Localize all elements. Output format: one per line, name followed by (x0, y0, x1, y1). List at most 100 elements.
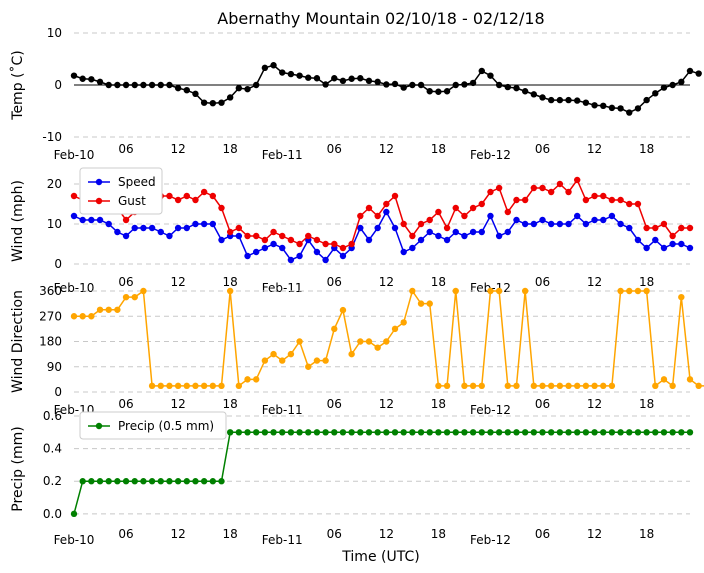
wind-data-point (417, 236, 425, 244)
direction-data-point (695, 382, 702, 390)
wind-data-point (443, 236, 451, 244)
wind-data-point (122, 232, 130, 240)
temp-data-point (261, 64, 269, 72)
direction-data-point (105, 306, 112, 313)
wind-data-point (600, 216, 607, 224)
direction-data-point (565, 382, 572, 390)
direction-data-point (122, 293, 130, 301)
direction-data-point (357, 338, 364, 345)
wind-data-point (218, 204, 225, 212)
temp-data-point (686, 67, 694, 75)
temp-data-point (495, 81, 503, 89)
wind-data-point (244, 232, 251, 240)
direction-series-line (74, 289, 704, 388)
direction-data-point (487, 287, 494, 295)
direction-data-point (417, 300, 425, 307)
direction-xtick-label: 18 (431, 397, 446, 411)
wind-legend-swatch-marker (95, 197, 103, 205)
direction-ytick-label: 180 (39, 335, 62, 349)
precip-data-point (626, 429, 633, 436)
precip-data-point (131, 478, 138, 485)
direction-data-point (391, 325, 399, 333)
direction-data-point (461, 382, 468, 390)
temp-data-point (461, 81, 468, 88)
temp-xtick-label: 18 (431, 142, 446, 156)
wind-data-point (348, 240, 355, 248)
x-axis-label: Time (UTC) (341, 549, 419, 565)
temp-data-point (634, 105, 642, 112)
direction-data-point (252, 376, 260, 383)
direction-data-point (547, 382, 555, 390)
wind-data-point (504, 228, 512, 236)
wind-data-point (235, 224, 243, 232)
direction-data-point (322, 357, 329, 364)
wind-data-point (261, 236, 269, 244)
precip-xtick-label: 12 (379, 527, 394, 541)
wind-data-point (495, 232, 503, 240)
wind-ytick-label: 10 (47, 217, 62, 231)
temp-data-point (183, 87, 190, 94)
wind-data-point (556, 220, 564, 228)
wind-data-point (565, 220, 572, 228)
direction-data-point (435, 382, 442, 390)
direction-data-point (452, 287, 459, 295)
direction-data-point (521, 287, 529, 295)
direction-data-point (192, 382, 199, 390)
temp-data-point (626, 109, 633, 116)
precip-ytick-label: 0.4 (43, 442, 62, 456)
wind-data-point (617, 220, 624, 228)
wind-data-point (122, 216, 130, 224)
precip-data-point (686, 429, 694, 436)
temp-data-point (565, 96, 572, 104)
wind-data-point (617, 196, 624, 204)
precip-data-point (574, 429, 581, 436)
wind-data-point (70, 192, 78, 200)
temp-data-point (88, 76, 95, 83)
wind-data-point (279, 244, 286, 252)
precip-data-point (495, 429, 503, 436)
direction-data-point (331, 325, 338, 333)
direction-data-point (574, 382, 581, 390)
direction-xtick-label: 12 (379, 397, 394, 411)
temp-data-point (513, 84, 520, 92)
precip-data-point (669, 429, 676, 436)
direction-data-point (513, 382, 520, 390)
wind-data-point (365, 236, 373, 244)
wind-data-point (383, 208, 390, 216)
wind-data-point (513, 216, 520, 224)
wind-data-point (461, 212, 468, 220)
temp-ytick-label: -10 (42, 130, 62, 144)
wind-data-point (244, 252, 251, 260)
temp-data-point (678, 78, 685, 86)
precip-data-point (192, 478, 199, 485)
precip-data-point (383, 429, 390, 436)
temp-data-point (279, 69, 286, 76)
precip-ytick-label: 0.6 (43, 409, 62, 423)
wind-data-point (192, 220, 199, 228)
temp-data-point (287, 70, 295, 78)
temp-data-point (322, 81, 329, 88)
wind-data-point (374, 224, 381, 232)
precip-data-point (279, 429, 286, 436)
precip-xtick-label: 12 (170, 527, 185, 541)
wind-data-point (331, 240, 338, 248)
temp-data-point (443, 88, 451, 95)
temp-data-point (235, 84, 243, 92)
temp-ytick-label: 10 (47, 26, 62, 40)
wind-data-point (391, 192, 399, 200)
chart-panels: -10 0 10 Temp (˚C) Feb-10 06 12 18 Feb-11 06 12 18 F… (9, 26, 704, 547)
wind-data-point (400, 248, 407, 256)
wind-series-speed (70, 208, 694, 264)
direction-data-point (608, 382, 616, 390)
temp-data-point (374, 78, 381, 86)
temp-data-point (504, 83, 512, 91)
direction-data-point (443, 382, 451, 390)
temp-data-point (131, 81, 138, 89)
direction-data-point (556, 382, 564, 390)
wind-data-point (443, 224, 451, 232)
temp-data-point (209, 100, 217, 107)
temp-data-point (70, 72, 78, 79)
precip-data-point (374, 429, 381, 436)
direction-data-point (634, 287, 642, 295)
wind-data-point (669, 240, 676, 248)
